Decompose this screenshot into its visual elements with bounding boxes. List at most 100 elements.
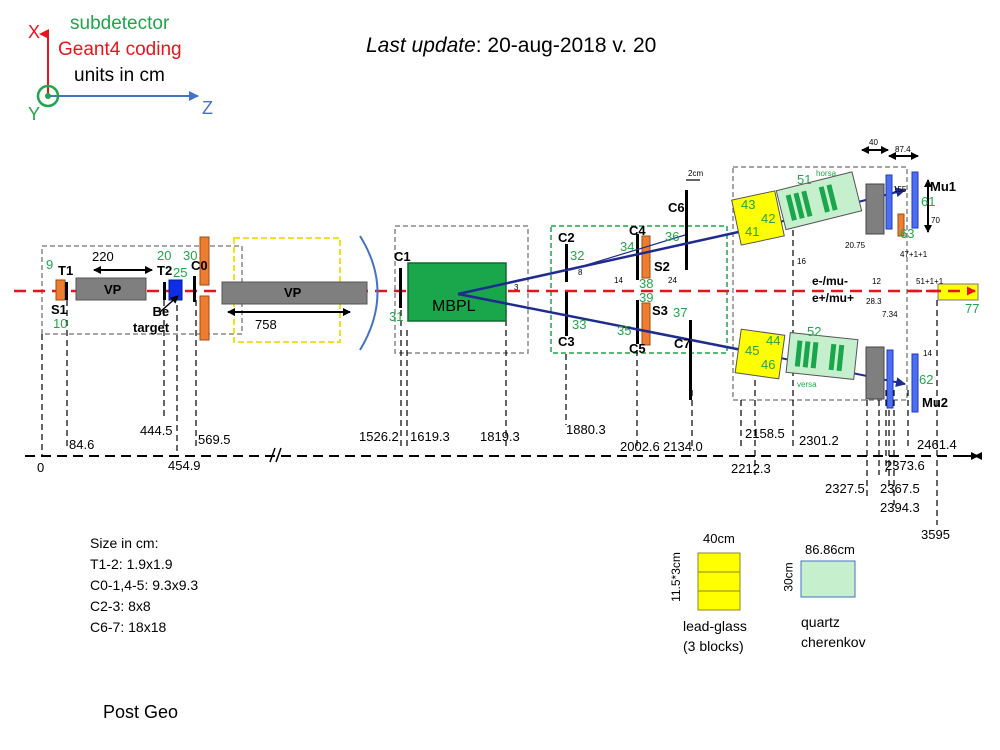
sizes-item: T1-2: 1.9x1.9 [90,556,173,572]
dim-758: 758 [255,317,277,332]
code-44: 44 [766,333,781,348]
pos-1819-3: 1819.3 [480,429,520,444]
dim-220: 220 [92,249,114,264]
label-mu1: Mu1 [930,179,956,194]
dim-8: 8 [578,268,583,277]
pos-2301-2: 2301.2 [799,433,839,448]
dim-12: 12 [872,277,881,286]
code-62: 62 [919,372,934,387]
axis-z-label: Z [202,98,213,118]
dim-28-3: 28.3 [866,297,882,306]
dim-47: 47+1+1 [900,250,928,259]
pos-2212-3: 2212.3 [731,461,771,476]
dim-24: 24 [668,276,677,285]
dim-51: 51+1+1 [916,277,944,286]
label-c1: C1 [394,249,411,264]
pos-1619-3: 1619.3 [410,429,450,444]
label-horsa: horsa [816,169,837,178]
mu1-back [911,171,919,229]
code-34: 34 [620,239,635,254]
sizes-item: C0-1,4-5: 9.3x9.3 [90,577,199,593]
pos-2373-6: 2373.6 [885,458,925,473]
code-36: 36 [665,229,680,244]
lens-arc [359,235,379,351]
cherenkov-horsa [775,171,863,231]
vp-box-1 [75,277,147,301]
dim-155: 155 [893,185,907,194]
code-31: 31 [389,309,404,324]
pos-84-6: 84.6 [69,437,95,452]
pos-3595: 3595 [921,527,950,542]
absorber-63 [897,213,905,237]
label-c6: C6 [668,200,685,215]
cherenkov-width: 86.86cm [805,542,855,557]
code-77: 77 [965,301,980,316]
sizes-item: C2-3: 8x8 [90,598,151,614]
chamber-bars [65,190,692,400]
dim-14b: 14 [923,349,932,358]
track-upper [457,226,753,296]
label-s3: S3 [652,303,668,318]
label-c0: C0 [191,258,208,273]
label-charge-top: e-/mu- [812,274,848,288]
dim-14: 14 [614,276,623,285]
legend-geant4: Geant4 coding [58,39,182,60]
label-c4: C4 [629,223,646,238]
code-42: 42 [761,211,776,226]
mbpl-magnet [407,262,507,322]
pos-569-5: 569.5 [198,432,231,447]
code-38: 38 [639,276,654,291]
axes-icon [36,29,199,108]
axis-x-label: X [28,22,41,42]
code-41: 41 [745,224,760,239]
pos-454-9: 454.9 [168,458,201,473]
c0-lower [199,295,210,341]
pos-2394-3: 2394.3 [880,500,920,515]
s2-scintillator [641,235,651,279]
label-s1: S1 [51,302,67,317]
position-guides [41,210,938,525]
label-c5: C5 [629,341,646,356]
label-t1: T1 [58,263,74,278]
leadglass-upper [731,190,785,246]
axis-break-icon [269,447,282,463]
pos-1880-3: 1880.3 [566,422,606,437]
dim-7-34: 7.34 [882,310,898,319]
label-be-target: Be target [133,304,170,335]
dim-87-4: 87.4 [895,145,911,154]
s3-scintillator [641,302,651,346]
footer-label: Post Geo [103,702,179,722]
pos-2134-0: 2134.0 [663,439,703,454]
dim-3: 3 [514,283,519,292]
dim-16: 16 [797,257,806,266]
absorber-lower [865,346,885,400]
code-61: 61 [921,194,936,209]
pos-1526-2: 1526.2 [359,429,399,444]
be-target [168,279,183,301]
code-25: 25 [173,265,188,280]
target-pointer [159,295,179,313]
label-vp-1: VP [104,282,122,297]
label-t2: T2 [157,263,173,278]
code-33: 33 [572,317,587,332]
pos-2461-4: 2461.4 [917,437,957,452]
s1-scintillator [55,279,66,301]
pos-2158-5: 2158.5 [745,426,785,441]
label-versa: versa [797,380,817,389]
absorber-upper [865,183,885,235]
mu2-back [911,353,919,413]
code-45: 45 [745,343,760,358]
dimension-arrows [93,146,932,316]
code-35: 35 [617,323,632,338]
dim-2cm: 2cm [688,169,704,178]
track-lower [457,292,753,356]
pos-0: 0 [37,460,45,475]
code-39: 39 [639,290,654,305]
code-43: 43 [741,197,756,212]
leadglass-caption: lead-glass (3 blocks) [683,618,747,654]
mu2-front [886,349,894,409]
leadglass-height: 11.5*3cm [668,552,683,602]
pos-2327-5: 2327.5 [825,481,865,496]
pos-2367-5: 2367.5 [880,481,920,496]
